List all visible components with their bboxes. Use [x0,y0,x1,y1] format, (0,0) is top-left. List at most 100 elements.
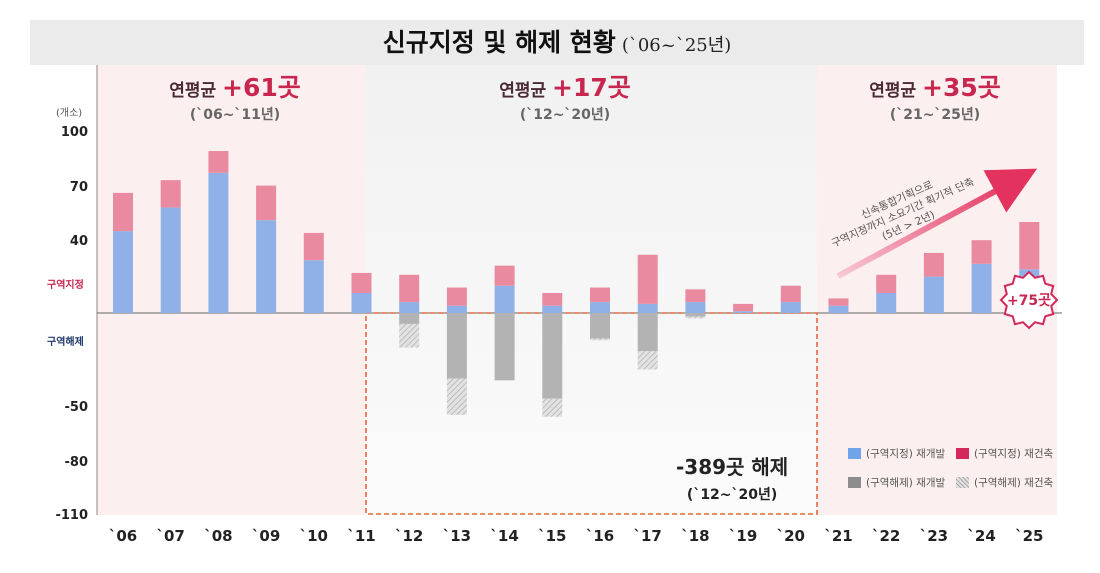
bar-designation-redevelopment [590,302,610,313]
period3-prefix: 연평균 [869,81,917,101]
period3-annotation: 연평균 +35곳 (`21~`25년) [860,68,1010,124]
trend-arrow [836,168,1038,279]
bar-designation-reconstruction [923,252,944,277]
bar-designation-redevelopment [494,285,515,313]
bar-designation-reconstruction [446,287,467,306]
period1-years: (`06~`11년) [189,107,281,123]
x-tick-label: `19 [729,527,757,545]
period1-value: +61곳 [222,73,301,102]
bar-designation-reconstruction [494,265,515,286]
bar-designation-redevelopment [971,263,992,313]
bar-designation-reconstruction [828,298,849,306]
x-tick-label: `14 [490,527,518,545]
period1-background [97,65,365,515]
bar-release-reconstruction [590,338,610,341]
bar-designation-reconstruction [113,192,133,232]
bar-release-reconstruction [685,316,706,319]
x-tick-label: `20 [777,527,805,545]
legend-label: (구역해제) 재건축 [974,477,1054,489]
bar-designation-redevelopment [923,276,944,313]
x-tick-label: `24 [967,527,995,545]
y-tick-label: -50 [65,400,89,415]
bar-release-redevelopment [494,313,515,381]
bar-release-reconstruction [542,398,563,417]
title-bar: 신규지정 및 해제 현황 (`06~`25년) [30,20,1084,65]
x-tick-label: `11 [347,527,375,545]
bar-release-reconstruction [399,323,420,348]
x-ticks-group: `06 `07 `08 `09 `10 `11 `12 `13 `14 `15 `16 `17 `18 `… [109,527,1044,545]
x-tick-label: `22 [872,527,900,545]
chart-title: 신규지정 및 해제 현황 [382,28,616,57]
bar-designation-redevelopment [876,292,897,313]
bar-designation-redevelopment [733,311,754,313]
x-tick-label: `06 [109,527,137,545]
bar-designation-redevelopment [303,260,324,313]
x-tick-label: `16 [586,527,614,545]
period2-prefix: 연평균 [499,81,547,101]
bar-designation-redevelopment [208,172,229,313]
bar-release-reconstruction [446,378,467,415]
bar-designation-redevelopment [780,302,801,313]
legend-label: (구역지정) 재개발 [866,448,946,460]
release-years: (`12~`20년) [686,487,778,503]
period2-annotation: 연평균 +17곳 (`12~`20년) [490,68,640,124]
legend-label: (구역지정) 재건축 [974,448,1054,460]
period1-prefix: 연평균 [169,81,217,101]
bar-designation-redevelopment [828,305,849,313]
period2-years: (`12~`20년) [519,107,611,123]
legend-swatch-redev-designation [848,448,861,459]
bar-release-redevelopment [446,313,467,379]
bar-designation-reconstruction [303,232,324,261]
x-tick-label: `09 [252,527,280,545]
bar-release-reconstruction [637,351,658,370]
y-tick-label: -80 [65,455,89,470]
bar-designation-reconstruction [160,180,181,208]
y-tick-label: -110 [55,508,88,523]
bar-designation-redevelopment [113,231,133,313]
y-tick-label: 구역지정 [47,278,84,291]
period3-years: (`21~`25년) [889,107,981,123]
y-unit-label: (개소) [56,107,82,119]
x-tick-label: `08 [204,527,232,545]
x-tick-label: `13 [443,527,471,545]
legend-item: (구역해제) 재건축 [956,475,1064,490]
bar-designation-reconstruction [590,287,610,303]
x-tick-label: `23 [920,527,948,545]
bar-release-redevelopment [399,313,420,324]
badge-star [999,270,1059,330]
bar-release-redevelopment [637,313,658,352]
legend-item: (구역지정) 재개발 [848,446,956,461]
bars-group [113,151,1040,417]
y-tick-label: 구역해제 [47,335,84,348]
bar-designation-reconstruction [685,289,706,303]
x-tick-label: `25 [1015,527,1043,545]
bar-designation-redevelopment [446,305,467,313]
period1-annotation: 연평균 +61곳 (`06~`11년) [160,68,310,124]
release-total: -389곳 해제 [676,455,789,479]
bar-release-redevelopment [685,313,706,317]
bar-designation-reconstruction [542,292,563,306]
bar-release-redevelopment [590,313,610,339]
bar-designation-reconstruction [876,274,897,293]
x-tick-label: `21 [824,527,852,545]
bar-designation-reconstruction [256,185,277,221]
badge-text: +75곳 [1007,293,1051,309]
bar-designation-redevelopment [685,302,706,313]
x-tick-label: `07 [157,527,185,545]
x-tick-label: `15 [538,527,566,545]
release-callout: -389곳 해제 (`12~`20년) [676,451,788,504]
legend-swatch-redev-release [848,477,861,488]
y-tick-label: 70 [70,180,88,195]
bar-designation-redevelopment [160,207,181,313]
bar-designation-reconstruction [733,303,754,312]
bar-designation-redevelopment [256,220,277,313]
bar-designation-redevelopment [351,292,372,313]
legend: (구역지정) 재개발 (구역지정) 재건축 (구역해제) 재개발 (구역해제) … [848,446,1078,504]
legend-label: (구역해제) 재개발 [866,477,946,489]
chart-subtitle: (`06~`25년) [621,35,732,56]
badge-75: +75곳 [999,270,1059,330]
bar-release-redevelopment [542,313,563,399]
y-tick-label: 40 [70,234,88,249]
legend-item: (구역지정) 재건축 [956,446,1064,461]
